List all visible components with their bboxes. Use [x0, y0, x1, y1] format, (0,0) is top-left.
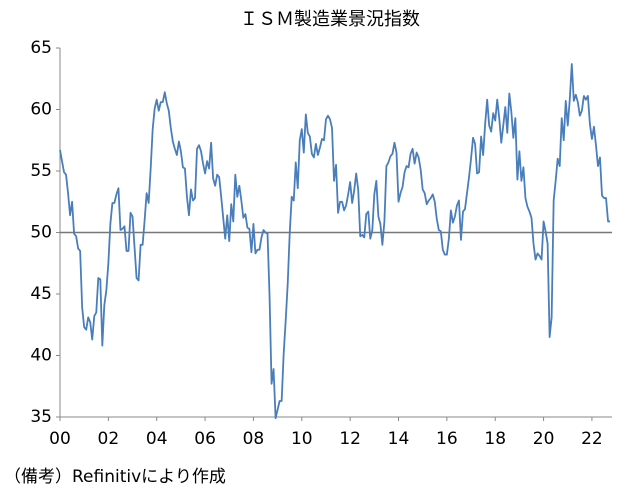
x-tick-label: 02 [98, 429, 120, 449]
x-tick-label: 04 [146, 429, 168, 449]
x-tick-label: 20 [533, 429, 555, 449]
x-tick-label: 10 [291, 429, 313, 449]
y-tick-label: 50 [30, 223, 52, 243]
y-tick-label: 45 [30, 284, 52, 304]
y-tick-label: 40 [30, 346, 52, 366]
data-line [59, 63, 611, 420]
y-tick-label: 65 [30, 38, 52, 58]
y-tick-label: 35 [30, 407, 52, 427]
x-tick-label: 22 [581, 429, 603, 449]
y-tick-label: 55 [30, 161, 52, 181]
x-tick-label: 18 [484, 429, 506, 449]
x-tick-label: 00 [49, 429, 71, 449]
x-tick-label: 12 [339, 429, 361, 449]
y-tick-label: 60 [30, 100, 52, 120]
x-tick-label: 06 [194, 429, 216, 449]
x-tick-label: 16 [436, 429, 458, 449]
x-tick-label: 08 [243, 429, 265, 449]
x-tick-label: 14 [388, 429, 410, 449]
chart-title: ＩＳＭ製造業景況指数 [240, 9, 420, 30]
note: （備考）Refinitivにより作成 [4, 467, 226, 487]
